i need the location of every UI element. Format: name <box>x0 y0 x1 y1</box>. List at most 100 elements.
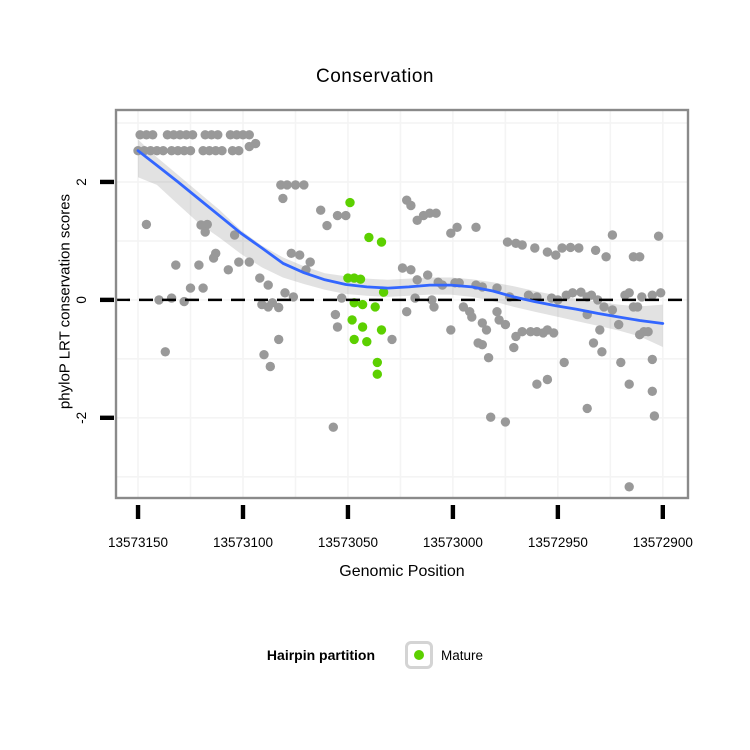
data-point-other <box>299 180 309 190</box>
smooth-line <box>136 149 665 325</box>
data-point-other <box>567 288 578 298</box>
x-axis-title: Genomic Position <box>339 563 465 580</box>
data-point-other <box>574 243 584 253</box>
panel-border <box>114 108 690 500</box>
data-point-other <box>179 296 189 307</box>
data-point-other <box>588 338 599 348</box>
data-point-other <box>559 357 569 368</box>
data-point-other <box>624 288 634 298</box>
data-point-other <box>637 292 647 302</box>
data-point-other <box>274 334 284 345</box>
data-point-other <box>402 307 412 317</box>
data-point-other <box>171 260 181 270</box>
data-point-other <box>429 302 439 312</box>
data-point-other <box>397 263 408 273</box>
data-point-other <box>234 257 244 267</box>
y-tick-label: -2 <box>74 412 89 424</box>
data-point-other <box>213 130 223 140</box>
data-point-other <box>452 222 462 232</box>
data-point-other <box>582 403 592 414</box>
data-point-mature <box>364 232 374 243</box>
data-point-other <box>446 228 456 238</box>
legend-title: Hairpin partition <box>266 647 376 663</box>
legend-key-box <box>405 641 434 669</box>
data-point-other <box>614 319 624 330</box>
data-point-other <box>446 325 456 335</box>
data-point-other <box>500 417 511 427</box>
data-point-other <box>234 146 244 156</box>
data-point-other <box>551 250 561 260</box>
data-point-other <box>517 240 527 250</box>
data-point-other <box>481 325 492 335</box>
data-point-other <box>423 270 433 280</box>
data-point-other <box>316 205 326 215</box>
data-point-other <box>656 288 666 298</box>
data-point-other <box>387 334 397 345</box>
data-point-other <box>653 231 664 241</box>
data-point-other <box>322 220 332 231</box>
data-point-mature <box>355 274 366 284</box>
data-point-other <box>483 353 494 363</box>
data-point-other <box>229 230 240 240</box>
data-point-other <box>158 146 168 156</box>
data-point-other <box>593 295 603 305</box>
data-point-other <box>166 293 177 303</box>
data-point-other <box>255 273 265 283</box>
data-point-other <box>274 302 284 313</box>
data-point-other <box>486 412 496 422</box>
x-tick-label: 13573000 <box>423 535 483 550</box>
data-point-other <box>160 347 170 357</box>
data-point-other <box>607 305 618 315</box>
data-point-other <box>141 219 152 230</box>
data-point-mature <box>362 337 372 347</box>
data-point-other <box>647 386 657 396</box>
data-point-other <box>200 227 210 237</box>
legend: Hairpin partition Mature <box>0 641 750 669</box>
data-point-other <box>467 312 477 322</box>
data-point-other <box>607 230 618 240</box>
data-point-other <box>590 245 601 255</box>
data-point-other <box>282 180 292 190</box>
data-point-other <box>148 130 158 140</box>
y-tick-label: 2 <box>74 178 89 186</box>
x-tick-label: 13572900 <box>633 535 693 550</box>
data-point-other <box>477 318 487 328</box>
data-point-other <box>208 253 219 263</box>
data-point-other <box>278 193 288 204</box>
data-point-other <box>643 327 653 337</box>
data-point-other <box>647 354 657 365</box>
mature-point-icon <box>414 650 425 660</box>
data-point-other <box>595 325 605 335</box>
data-point-mature <box>347 315 357 325</box>
data-point-mature <box>372 369 382 379</box>
data-point-other <box>502 237 513 247</box>
data-point-other <box>328 422 338 432</box>
data-point-other <box>286 248 296 258</box>
data-point-other <box>492 307 502 317</box>
data-point-other <box>632 302 643 312</box>
data-point-other <box>601 252 611 262</box>
x-tick-label: 13572950 <box>528 535 588 550</box>
y-axis-title: phyloP LRT conservation scores <box>56 193 74 410</box>
data-point-mature <box>357 299 368 310</box>
chart-title: Conservation <box>316 66 434 87</box>
data-point-other <box>517 327 527 337</box>
data-point-other <box>624 379 634 389</box>
data-point-other <box>542 247 553 257</box>
data-point-mature <box>376 237 387 247</box>
data-point-mature <box>357 322 368 332</box>
data-point-other <box>259 350 269 360</box>
data-point-other <box>185 146 196 156</box>
data-point-other <box>597 347 607 357</box>
data-point-other <box>616 357 626 368</box>
data-point-other <box>341 210 351 221</box>
data-point-other <box>263 280 273 290</box>
x-tick-label: 13573100 <box>213 535 273 550</box>
data-point-other <box>295 250 305 260</box>
data-point-other <box>332 322 343 332</box>
data-point-other <box>288 292 299 302</box>
data-point-mature <box>345 197 355 208</box>
data-point-other <box>530 243 540 253</box>
data-point-mature <box>370 302 380 312</box>
